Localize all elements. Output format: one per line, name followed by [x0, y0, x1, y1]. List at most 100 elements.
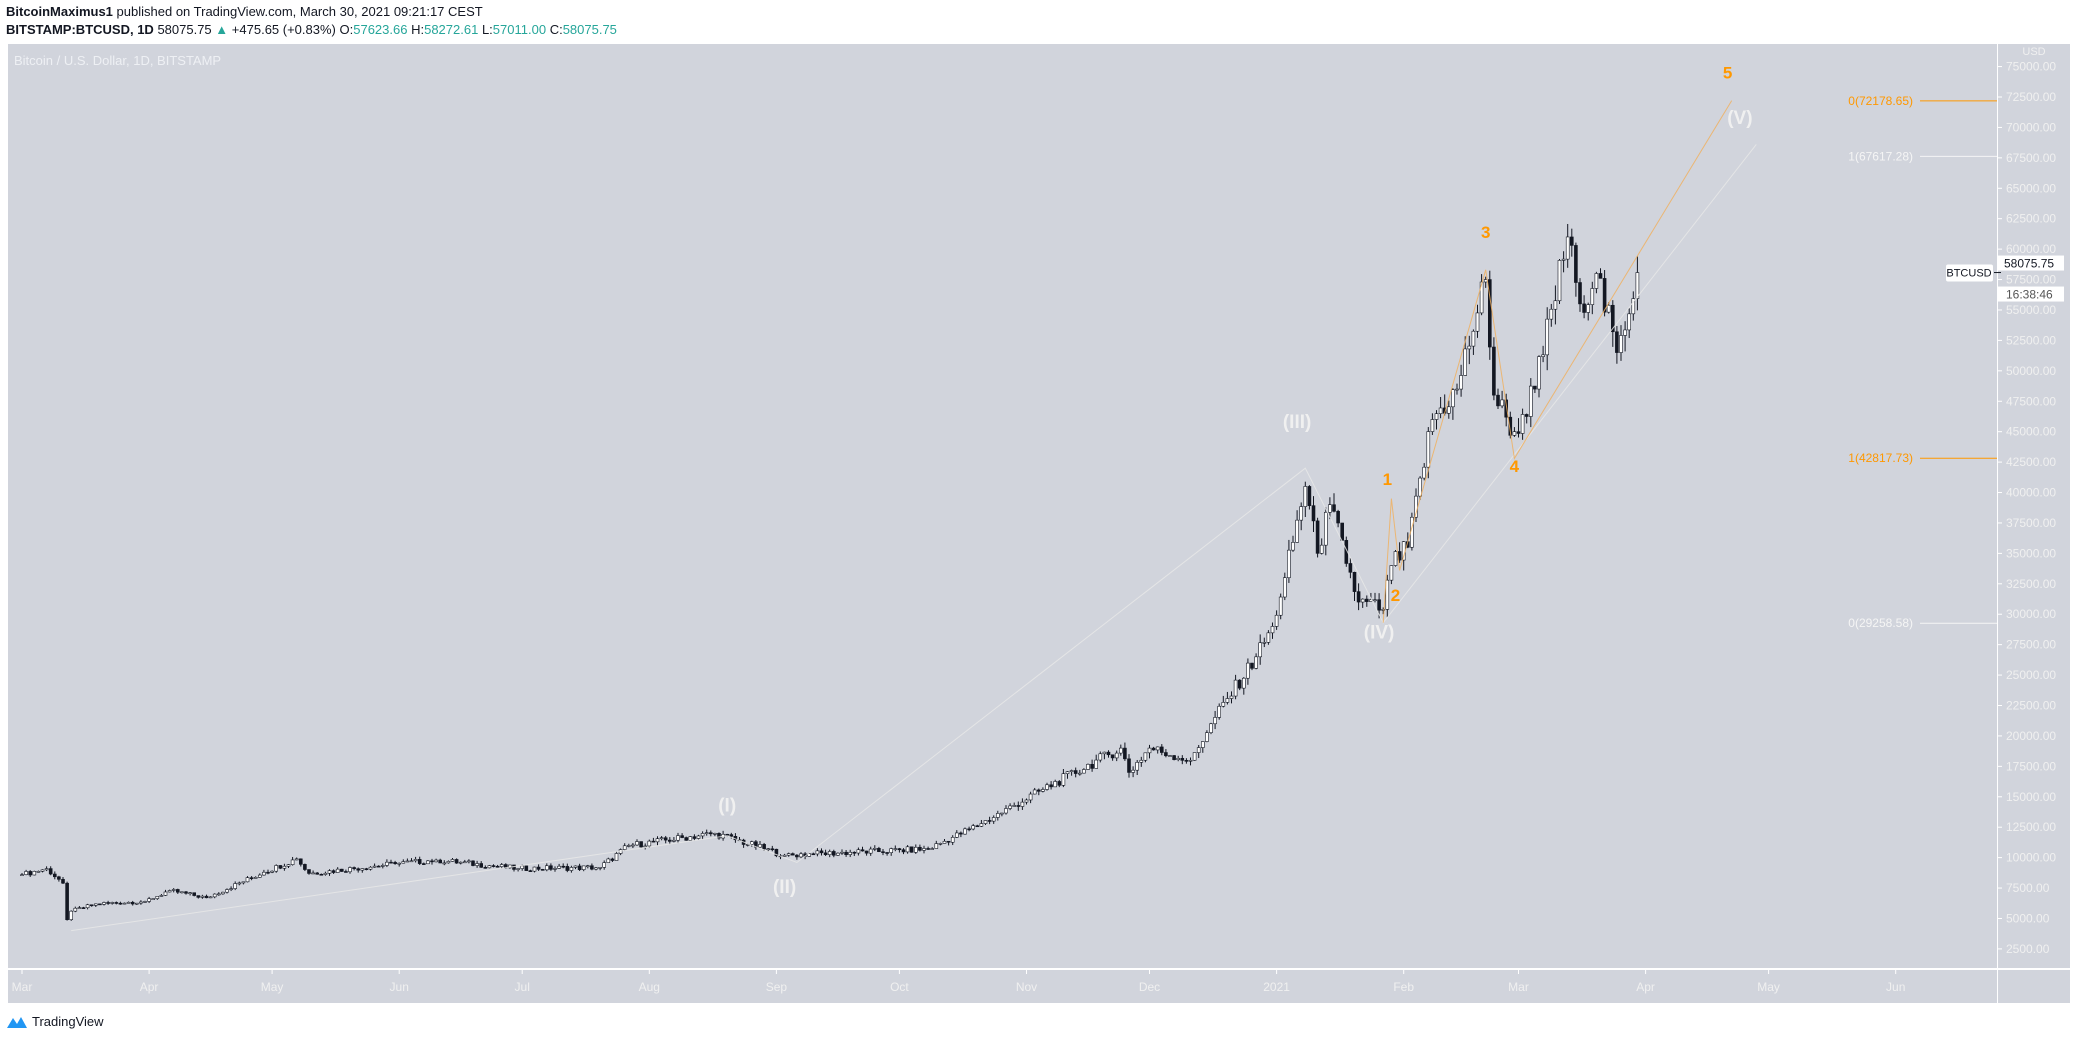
candle-body [1545, 318, 1549, 356]
candle-body [1094, 759, 1098, 769]
time-axis[interactable] [8, 970, 2070, 1003]
candle-body [639, 841, 643, 848]
price-tick-label: 67500.00 [2006, 151, 2056, 165]
candle-body [528, 870, 533, 872]
candle-body [147, 898, 151, 902]
candle-body [655, 838, 660, 843]
candle-body [217, 893, 221, 896]
candle-body [1492, 346, 1496, 396]
candle-body [1336, 511, 1340, 524]
candle-body [725, 833, 730, 836]
candle-body [667, 839, 672, 842]
candle-body [852, 851, 857, 854]
candle-body [368, 866, 373, 870]
candle-body [1102, 751, 1107, 755]
candle-body [48, 868, 53, 875]
price-tick-label: 70000.00 [2006, 120, 2056, 134]
candle-body [901, 849, 906, 853]
candle-body [799, 853, 803, 858]
candle-body [102, 902, 106, 905]
candle-body [495, 865, 500, 868]
price-tick-label: 17500.00 [2006, 759, 2056, 773]
candle-body [606, 858, 611, 863]
candle-body [1422, 466, 1426, 479]
price-tick-label: 7500.00 [2006, 881, 2050, 895]
candle-body [421, 863, 426, 865]
chart-title: Bitcoin / U.S. Dollar, 1D, BITSTAMP [14, 53, 222, 68]
candle-body [1570, 236, 1574, 246]
tradingview-logo-icon [7, 1016, 27, 1028]
candle-body [348, 867, 352, 873]
price-axis[interactable] [1998, 44, 2070, 968]
candle-body [491, 865, 496, 867]
candle-body [1270, 626, 1275, 634]
candle-body [1147, 747, 1152, 754]
time-tick-label: Dec [1139, 980, 1160, 994]
price-tick-label: 40000.00 [2006, 486, 2056, 500]
time-tick-label: Mar [1508, 980, 1529, 994]
candle-body [631, 844, 635, 847]
candle-body [204, 895, 209, 899]
price-change: +475.65 (+0.83%) [231, 22, 336, 37]
candle-body [1032, 789, 1037, 795]
price-tick-label: 75000.00 [2006, 60, 2056, 74]
publisher-name[interactable]: BitcoinMaximus1 [6, 4, 113, 19]
candle-body [1377, 599, 1381, 611]
time-tick-label: Sep [766, 980, 788, 994]
candle-body [233, 883, 237, 889]
candle-body [241, 881, 246, 884]
candle-body [577, 865, 582, 870]
candle-body [389, 861, 393, 864]
time-tick-label: Jun [1886, 980, 1905, 994]
candle-body [331, 870, 336, 873]
candle-body [688, 836, 693, 841]
tradingview-logo[interactable]: TradingView [6, 1014, 104, 1029]
time-tick-label: Jun [390, 980, 409, 994]
candle-body [684, 837, 689, 841]
candle-body [1217, 705, 1221, 718]
fib-level-label: 1(42817.73) [1848, 451, 1913, 465]
candle-body [626, 845, 631, 847]
candle-body [274, 865, 279, 872]
candle-body [200, 895, 205, 898]
candle-body [1578, 282, 1582, 305]
candle-body [540, 869, 545, 871]
candle-body [1451, 389, 1455, 408]
candle-body [385, 861, 389, 866]
candle-body [561, 865, 566, 868]
candle-body [471, 860, 475, 866]
candle-body [188, 892, 192, 894]
candle-body [225, 889, 229, 893]
candle-body [942, 840, 947, 844]
candle-body [1332, 504, 1336, 512]
candle-body [1045, 784, 1049, 790]
candle-body [598, 867, 602, 869]
candle-body [1426, 431, 1431, 468]
candle-body [253, 877, 258, 879]
candle-body [651, 840, 656, 843]
candle-body [237, 882, 242, 885]
high-label: H: [411, 22, 425, 37]
candle-body [1311, 505, 1316, 522]
time-tick-label: 2021 [1263, 980, 1290, 994]
fib-level-label: 0(72178.65) [1848, 94, 1913, 108]
candle-body [65, 882, 69, 920]
fib-level-label: 1(67617.28) [1848, 149, 1913, 163]
candle-body [221, 891, 225, 895]
candle-body [749, 841, 754, 845]
candle-body [1524, 414, 1529, 417]
candle-body [1237, 679, 1242, 689]
candle-body [1016, 805, 1021, 807]
candle-body [708, 832, 713, 835]
candle-body [69, 910, 73, 920]
candle-body [1160, 746, 1164, 753]
candle-body [266, 871, 270, 874]
candle-body [516, 868, 520, 870]
candle-body [729, 834, 734, 837]
candle-body [270, 870, 274, 873]
candle-body [257, 874, 262, 878]
candle-body [1479, 281, 1484, 314]
candle-body [1615, 331, 1619, 353]
candle-body [122, 902, 127, 905]
candle-body [171, 889, 176, 891]
